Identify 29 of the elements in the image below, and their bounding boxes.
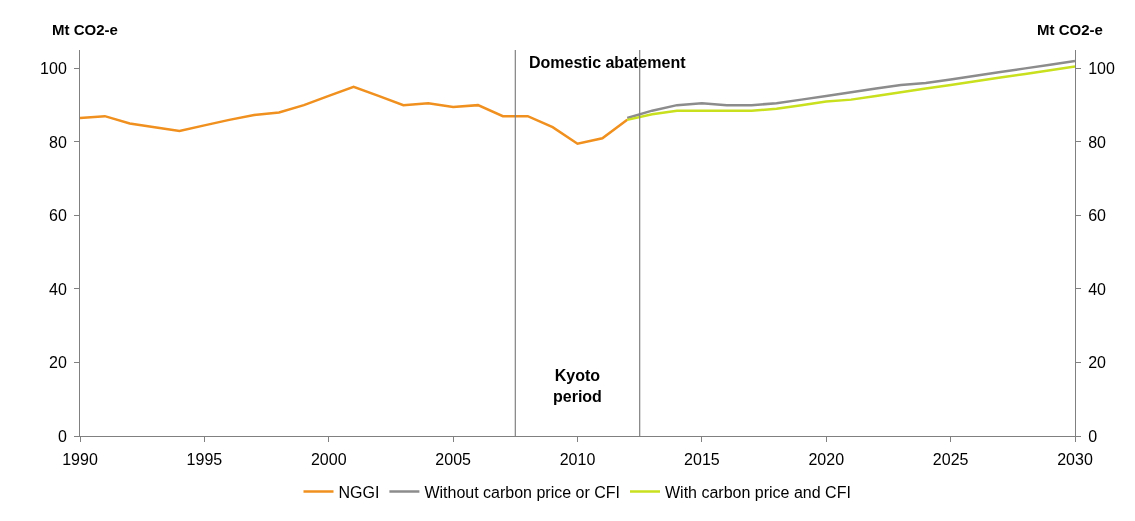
y2-axis-title: Mt CO2-e — [1037, 21, 1103, 38]
x-tick-label: 1995 — [186, 451, 223, 469]
y-tick-label: 80 — [49, 133, 67, 151]
annotation: Kyoto period — [553, 367, 602, 405]
x-tick-label: 2020 — [808, 451, 845, 469]
x-tick-label: 2025 — [932, 451, 969, 469]
line-series — [80, 85, 629, 145]
y2-tick-label: 80 — [1088, 133, 1107, 151]
x-tick-label: 2015 — [684, 451, 720, 469]
y-tick-label: 100 — [40, 59, 67, 77]
y2-tick-label: 60 — [1088, 207, 1107, 225]
y-axis-title: Mt CO2-e — [52, 21, 118, 38]
x-tick-label: 2005 — [435, 451, 472, 469]
x-tick-label: 2000 — [310, 451, 347, 469]
y-tick-label: 0 — [57, 427, 67, 445]
y2-tick-label: 100 — [1088, 59, 1115, 77]
legend-label: NGGI — [338, 483, 380, 501]
y-tick-label: 60 — [49, 207, 67, 225]
y-tick-label: 40 — [49, 280, 67, 298]
x-tick-label: 2010 — [559, 451, 596, 469]
annotation: Domestic abatement — [529, 54, 687, 71]
x-tick-label: 2030 — [1057, 451, 1093, 469]
x-tick-label: 1990 — [62, 451, 98, 469]
legend-label: With carbon price and CFI — [665, 483, 851, 501]
y2-tick-label: 20 — [1088, 354, 1107, 372]
legend-label: Without carbon price or CFI — [424, 483, 621, 501]
y2-tick-label: 0 — [1088, 427, 1098, 445]
y2-tick-label: 40 — [1088, 280, 1107, 298]
y-tick-label: 20 — [49, 354, 67, 372]
